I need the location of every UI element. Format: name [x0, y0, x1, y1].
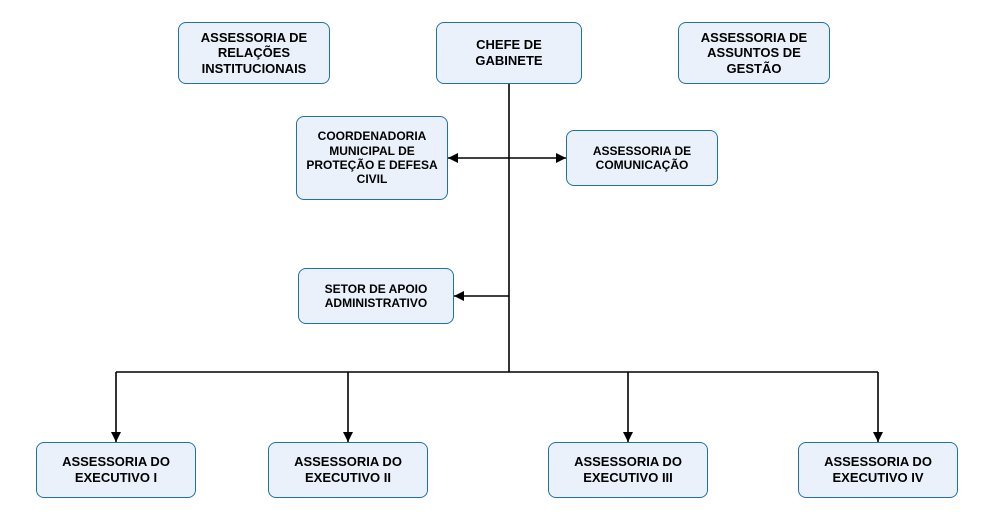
org-chart: ASSESSORIA DE RELAÇÕES INSTITUCIONAIS CHE… [0, 0, 1005, 527]
node-chefe: CHEFE DE GABINETE [436, 22, 582, 84]
node-gestao: ASSESSORIA DE ASSUNTOS DE GESTÃO [678, 22, 830, 84]
node-label: ASSESSORIA DE ASSUNTOS DE GESTÃO [685, 30, 823, 77]
node-exec3: ASSESSORIA DO EXECUTIVO III [548, 442, 708, 498]
node-label: ASSESSORIA DE COMUNICAÇÃO [573, 144, 711, 173]
node-label: COORDENADORIA MUNICIPAL DE PROTEÇÃO E DE… [303, 129, 441, 187]
node-exec4: ASSESSORIA DO EXECUTIVO IV [798, 442, 958, 498]
node-rel_inst: ASSESSORIA DE RELAÇÕES INSTITUCIONAIS [178, 22, 330, 84]
node-label: CHEFE DE GABINETE [443, 37, 575, 68]
node-comunicacao: ASSESSORIA DE COMUNICAÇÃO [566, 130, 718, 186]
node-label: ASSESSORIA DE RELAÇÕES INSTITUCIONAIS [185, 30, 323, 77]
node-label: ASSESSORIA DO EXECUTIVO II [275, 454, 421, 485]
node-apoio: SETOR DE APOIO ADMINISTRATIVO [298, 268, 454, 324]
node-label: ASSESSORIA DO EXECUTIVO I [43, 454, 189, 485]
node-defesa: COORDENADORIA MUNICIPAL DE PROTEÇÃO E DE… [296, 116, 448, 200]
node-exec2: ASSESSORIA DO EXECUTIVO II [268, 442, 428, 498]
node-label: ASSESSORIA DO EXECUTIVO IV [805, 454, 951, 485]
node-exec1: ASSESSORIA DO EXECUTIVO I [36, 442, 196, 498]
node-label: SETOR DE APOIO ADMINISTRATIVO [305, 282, 447, 311]
node-label: ASSESSORIA DO EXECUTIVO III [555, 454, 701, 485]
